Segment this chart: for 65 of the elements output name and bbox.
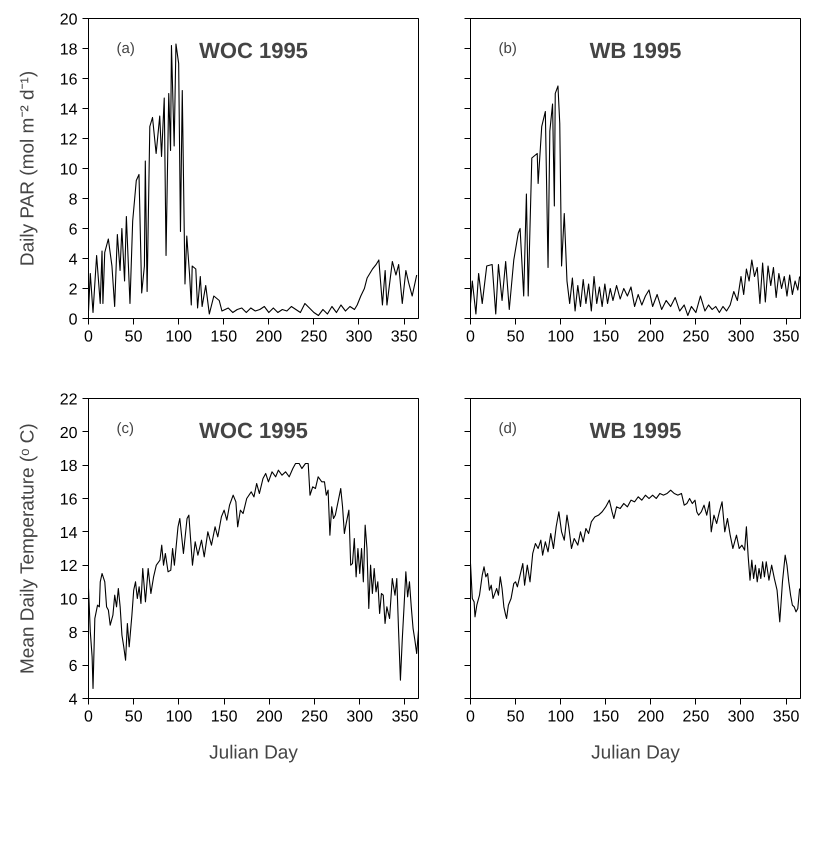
y-tick-label: 2 (68, 282, 78, 298)
x-tick-label: 100 (547, 708, 574, 726)
annotation: (c) (116, 420, 134, 437)
text: WB 1995 (590, 38, 682, 63)
x-tick-label: 50 (124, 708, 143, 726)
y-tick-label: 0 (68, 312, 78, 328)
y-axis-title: Mean Daily Temperature (ᵒ C) (18, 423, 39, 674)
x-tick-label: 250 (300, 328, 328, 346)
x-tick-label: 200 (255, 328, 282, 346)
x-tick-label: 250 (682, 708, 710, 726)
x-tick-label: 200 (637, 328, 664, 346)
y-tick-label: 14 (60, 524, 78, 542)
x-tick-label: 300 (728, 328, 754, 346)
text: WB 1995 (590, 418, 682, 443)
x-tick-label: 300 (346, 328, 372, 346)
text: WOC 1995 (199, 418, 308, 443)
y-tick-label: 4 (68, 692, 78, 708)
y-axis-title: Daily PAR (mol m⁻² d⁻¹) (18, 70, 39, 266)
y-tick-label: 12 (60, 132, 78, 148)
x-tick-label: 300 (728, 708, 754, 726)
y-tick-label: 10 (60, 592, 78, 608)
y-tick-label: 4 (68, 252, 78, 268)
x-tick-label: 100 (166, 708, 192, 726)
y-tick-label: 14 (60, 102, 78, 118)
y-tick-label: 12 (60, 558, 78, 576)
annotation: (d) (498, 420, 517, 437)
x-tick-label: 350 (772, 328, 800, 346)
x-tick-label: 350 (772, 708, 800, 726)
x-tick-label: 200 (256, 708, 283, 726)
x-tick-label: 0 (466, 328, 476, 346)
text: WOC 1995 (199, 38, 308, 63)
y-tick-label: 22 (60, 392, 78, 408)
annotation: (b) (498, 40, 517, 57)
x-tick-label: 150 (210, 328, 238, 346)
x-tick-label: 250 (682, 328, 710, 346)
y-tick-label: 16 (60, 72, 78, 88)
y-tick-label: 20 (60, 12, 78, 28)
x-tick-label: 100 (547, 328, 574, 346)
y-tick-label: 6 (68, 658, 78, 676)
x-tick-label: 350 (392, 708, 418, 726)
x-tick-label: 50 (124, 328, 143, 346)
x-tick-label: 50 (506, 708, 525, 726)
x-tick-label: 200 (637, 708, 664, 726)
annotation: (a) (116, 40, 135, 57)
y-tick-label: 6 (68, 222, 78, 238)
y-tick-label: 16 (60, 492, 78, 508)
x-tick-label: 350 (390, 328, 418, 346)
y-tick-label: 10 (60, 162, 78, 178)
x-tick-label: 0 (84, 708, 94, 726)
x-tick-label: 0 (84, 328, 94, 346)
x-tick-label: 250 (301, 708, 328, 726)
x-tick-label: 150 (210, 708, 238, 726)
y-tick-label: 18 (60, 458, 78, 476)
x-tick-label: 150 (592, 708, 620, 726)
x-tick-label: 100 (165, 328, 192, 346)
x-tick-label: 150 (592, 328, 620, 346)
y-tick-label: 8 (68, 192, 78, 208)
y-tick-label: 20 (60, 424, 78, 442)
x-axis-title: Julian Day (591, 742, 680, 764)
x-tick-label: 50 (506, 328, 525, 346)
x-tick-label: 300 (346, 708, 374, 726)
y-tick-label: 8 (68, 624, 78, 642)
x-tick-label: 0 (466, 708, 476, 726)
y-tick-label: 18 (60, 42, 78, 58)
x-axis-title: Julian Day (209, 742, 298, 764)
